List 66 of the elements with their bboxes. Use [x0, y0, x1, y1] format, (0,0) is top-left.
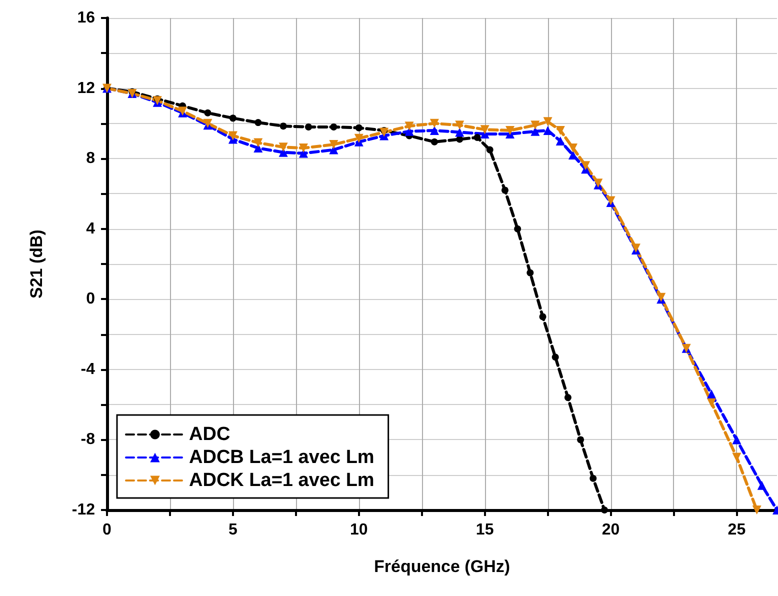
point	[455, 128, 464, 137]
point	[506, 126, 515, 135]
point	[305, 123, 312, 130]
y-tick-label: -12	[72, 502, 96, 518]
legend-label: ADC	[189, 424, 230, 445]
point	[455, 120, 464, 130]
point	[355, 124, 362, 132]
point	[380, 128, 389, 137]
point	[556, 126, 565, 135]
point	[330, 123, 338, 130]
point	[568, 150, 578, 160]
point	[530, 120, 540, 130]
y-tick-label: 16	[77, 10, 96, 26]
y-tick-label: -4	[80, 360, 96, 378]
point	[228, 131, 238, 140]
x-tick-label: 0	[102, 522, 112, 538]
y-tick-label: 0	[86, 290, 96, 308]
point	[577, 436, 584, 444]
x-axis-title: Fréquence (GHz)	[374, 557, 510, 576]
legend-label: ADCK La=1 avec Lm	[189, 470, 374, 491]
legend-label: ADCB La=1 avec Lm	[189, 447, 374, 468]
point	[752, 506, 762, 514]
point	[543, 117, 552, 126]
x-tick-label: 20	[602, 522, 620, 538]
point	[354, 134, 364, 143]
point	[514, 225, 522, 232]
point	[430, 138, 438, 146]
y-tick-label: 12	[77, 80, 96, 97]
point	[757, 480, 766, 490]
point	[280, 122, 287, 130]
point	[501, 186, 508, 194]
x-tick-label: 5	[228, 522, 238, 538]
point	[707, 398, 716, 408]
y-axis-title: S21 (dB)	[27, 230, 46, 298]
point	[732, 452, 742, 462]
x-tick-label: 10	[350, 522, 368, 538]
x-tick-label: 15	[476, 522, 494, 538]
point	[564, 394, 572, 402]
point	[552, 354, 559, 361]
point	[229, 114, 236, 122]
x-tick-label: 25	[728, 522, 746, 538]
point	[568, 144, 578, 153]
point	[474, 134, 481, 141]
point	[480, 125, 490, 134]
point	[600, 506, 608, 514]
y-tick-label: 8	[86, 150, 96, 168]
point	[456, 136, 464, 143]
point	[430, 118, 439, 128]
point	[404, 122, 414, 131]
point	[254, 138, 263, 148]
point	[204, 109, 212, 116]
point	[556, 136, 565, 146]
point	[278, 142, 288, 152]
point	[707, 390, 716, 399]
point	[732, 435, 742, 444]
point	[581, 161, 590, 170]
point	[486, 146, 494, 154]
point	[329, 140, 338, 150]
y-tick-label: 4	[86, 220, 96, 238]
point	[430, 126, 439, 135]
point	[539, 313, 546, 320]
point	[298, 144, 308, 153]
point	[254, 119, 262, 126]
point	[590, 474, 597, 482]
y-tick-label: -8	[80, 431, 96, 448]
point	[526, 269, 534, 276]
